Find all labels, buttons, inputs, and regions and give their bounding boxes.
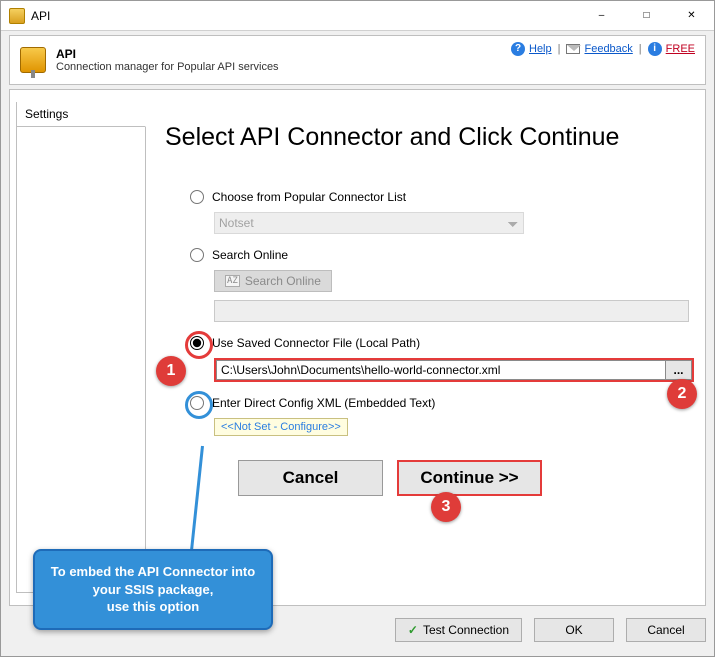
radio-embed[interactable] bbox=[190, 396, 204, 410]
check-icon: ✓ bbox=[408, 623, 418, 637]
maximize-button[interactable]: □ bbox=[624, 1, 669, 30]
window-title: API bbox=[31, 9, 579, 23]
popular-dropdown[interactable]: Notset bbox=[214, 212, 524, 234]
radio-embed-label: Enter Direct Config XML (Embedded Text) bbox=[212, 396, 435, 410]
connector-icon bbox=[20, 47, 46, 73]
header-title: API bbox=[56, 47, 279, 61]
badge-3: 3 bbox=[431, 492, 461, 522]
page-title: Select API Connector and Click Continue bbox=[165, 123, 697, 152]
tab-settings[interactable]: Settings bbox=[17, 102, 146, 127]
free-link[interactable]: FREE bbox=[666, 43, 695, 55]
main-pane: Select API Connector and Click Continue … bbox=[150, 98, 697, 597]
path-row: ... bbox=[214, 358, 694, 382]
callout-tooltip: To embed the API Connector into your SSI… bbox=[33, 549, 273, 630]
content-area: Settings Select API Connector and Click … bbox=[9, 89, 706, 606]
close-button[interactable]: ✕ bbox=[669, 1, 714, 30]
sidebar: Settings bbox=[16, 102, 146, 593]
ok-button[interactable]: OK bbox=[534, 618, 614, 642]
search-result-box bbox=[214, 300, 689, 322]
test-connection-label: Test Connection bbox=[423, 623, 509, 637]
cancel-big-button[interactable]: Cancel bbox=[238, 460, 383, 496]
radio-popular-label: Choose from Popular Connector List bbox=[212, 190, 406, 204]
header-links: ? Help | Feedback | i FREE bbox=[511, 42, 695, 56]
header-subtitle: Connection manager for Popular API servi… bbox=[56, 61, 279, 73]
cancel-button[interactable]: Cancel bbox=[626, 618, 706, 642]
radio-localfile-label: Use Saved Connector File (Local Path) bbox=[212, 336, 420, 350]
test-connection-button[interactable]: ✓ Test Connection bbox=[395, 618, 522, 642]
help-icon: ? bbox=[511, 42, 525, 56]
help-link[interactable]: Help bbox=[529, 43, 552, 55]
option-embed-row: Enter Direct Config XML (Embedded Text) bbox=[190, 396, 697, 410]
path-input[interactable] bbox=[216, 360, 666, 380]
option-popular-row: Choose from Popular Connector List bbox=[190, 190, 697, 204]
mail-icon bbox=[566, 44, 580, 54]
action-row: Cancel Continue >> bbox=[238, 460, 697, 496]
embed-notset-link[interactable]: <<Not Set - Configure>> bbox=[214, 418, 348, 436]
minimize-button[interactable]: – bbox=[579, 1, 624, 30]
continue-button[interactable]: Continue >> bbox=[397, 460, 542, 496]
option-localfile-row: Use Saved Connector File (Local Path) bbox=[190, 336, 697, 350]
radio-search-label: Search Online bbox=[212, 248, 288, 262]
app-icon bbox=[9, 8, 25, 24]
callout-text: To embed the API Connector into your SSI… bbox=[51, 564, 255, 614]
feedback-link[interactable]: Feedback bbox=[584, 43, 632, 55]
search-online-label: Search Online bbox=[245, 274, 321, 288]
radio-popular[interactable] bbox=[190, 190, 204, 204]
radio-localfile[interactable] bbox=[190, 336, 204, 350]
badge-2: 2 bbox=[667, 379, 697, 409]
search-online-button[interactable]: AZ Search Online bbox=[214, 270, 332, 292]
option-search-row: Search Online bbox=[190, 248, 697, 262]
window-titlebar: API – □ ✕ bbox=[1, 1, 714, 31]
radio-search[interactable] bbox=[190, 248, 204, 262]
badge-1: 1 bbox=[156, 356, 186, 386]
browse-button[interactable]: ... bbox=[666, 360, 692, 380]
dialog-header: API Connection manager for Popular API s… bbox=[9, 35, 706, 85]
az-icon: AZ bbox=[225, 275, 240, 287]
info-icon: i bbox=[648, 42, 662, 56]
